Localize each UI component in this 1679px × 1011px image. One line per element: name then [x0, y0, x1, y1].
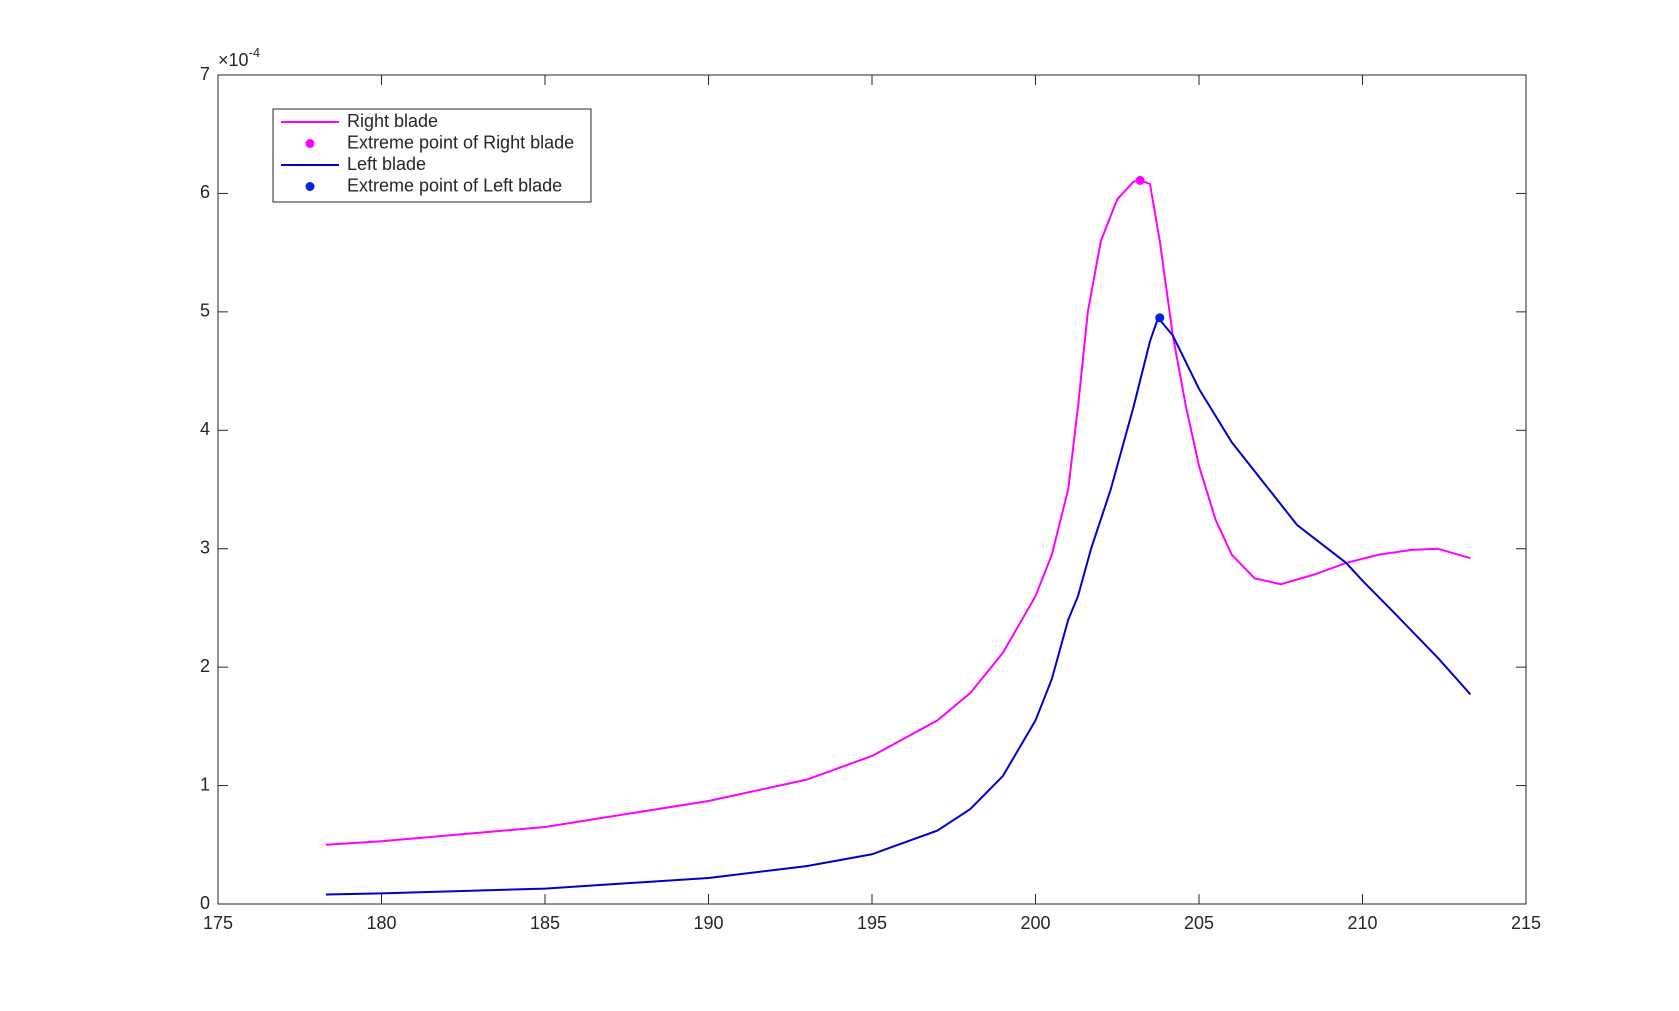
x-tick-label: 185 — [530, 913, 560, 933]
extreme-point — [1135, 175, 1145, 185]
y-tick-label: 0 — [200, 893, 210, 913]
x-tick-label: 195 — [857, 913, 887, 933]
data-line — [325, 315, 1472, 896]
x-tick-label: 205 — [1184, 913, 1214, 933]
legend-label: Right blade — [347, 111, 438, 131]
plot-area — [217, 74, 1527, 905]
legend-box — [272, 108, 592, 203]
y-tick-label: 5 — [200, 301, 210, 321]
y-tick-label: 4 — [200, 419, 210, 439]
x-tick-label: 180 — [366, 913, 396, 933]
multiplier-exponent: -4 — [249, 45, 261, 60]
legend-label: Left blade — [347, 154, 426, 174]
x-tick-label: 190 — [693, 913, 723, 933]
y-multiplier: ×10-4 — [218, 45, 260, 69]
y-tick-label: 2 — [200, 656, 210, 676]
multiplier-base: ×10 — [218, 50, 249, 70]
x-tick-label: 215 — [1511, 913, 1541, 933]
y-tick-label: 3 — [200, 537, 210, 557]
x-tick-label: 210 — [1347, 913, 1377, 933]
y-tick-label: 7 — [200, 64, 210, 84]
x-tick-label: 200 — [1020, 913, 1050, 933]
legend-label: Extreme point of Right blade — [347, 132, 574, 152]
data-line — [325, 179, 1471, 846]
legend-label: Extreme point of Left blade — [347, 175, 562, 195]
legend-marker — [305, 182, 315, 191]
y-tick-label: 1 — [200, 774, 210, 794]
x-tick-label: 175 — [203, 913, 233, 933]
y-tick-label: 6 — [200, 182, 210, 202]
extreme-point — [1155, 313, 1165, 323]
legend-marker — [305, 139, 315, 148]
